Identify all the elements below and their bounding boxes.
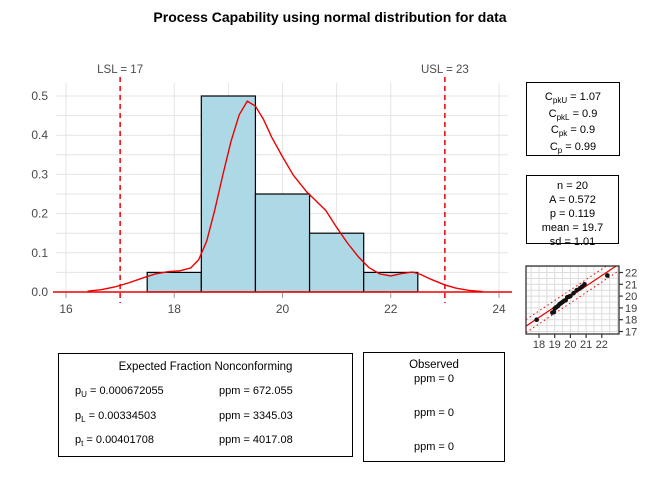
expected-nonconforming-box: Expected Fraction Nonconforming pU = 0.0… <box>58 353 353 457</box>
ppm-value: ppm = 3345.03 <box>219 410 293 422</box>
p-value: pL = 0.00334503 <box>75 410 157 425</box>
summary-line: mean = 19.7 <box>541 222 604 234</box>
chart-title: Process Capability using normal distribu… <box>153 9 507 25</box>
ppm-value: ppm = 4017.08 <box>219 434 293 446</box>
qq-y-tick-label: 19 <box>625 303 637 315</box>
cpk-line: CpkU = 1.07 <box>544 91 602 106</box>
qq-plot-area <box>526 266 619 334</box>
summary-line: p = 0.119 <box>549 208 596 220</box>
x-tick-label: 20 <box>276 302 290 316</box>
cpk-line: Cpk = 0.9 <box>550 124 596 139</box>
cpk-line: CpkL = 0.9 <box>548 107 598 122</box>
histogram-bar <box>254 193 311 293</box>
main-chart: LSL = 17 USL = 23 16 18 20 22 24 0.0 0.1 0.2 0.3 0.… <box>31 64 512 316</box>
y-tick-label: 0.2 <box>31 207 48 221</box>
qq-point <box>571 290 576 296</box>
observed-row: ppm = 0 <box>413 441 455 453</box>
qq-box-border <box>525 265 620 335</box>
qq-x-tick-label: 18 <box>533 339 545 351</box>
qq-point <box>568 293 573 299</box>
qq-band-line <box>526 270 619 334</box>
x-tick-label: 16 <box>59 302 73 316</box>
qq-point <box>551 309 557 315</box>
histogram-bar <box>146 271 202 293</box>
qq-x-tick-label: 21 <box>580 339 592 351</box>
x-tick-label: 22 <box>384 302 398 316</box>
observed-box: Observed ppm = 0 ppm = 0 ppm = 0 <box>363 352 505 462</box>
qq-x-tick-label: 22 <box>596 339 608 351</box>
ppm-value: ppm = 672.055 <box>219 385 293 397</box>
histogram-bar <box>308 232 365 293</box>
summary-line: sd = 1.01 <box>549 236 596 248</box>
y-tick-label: 0.4 <box>31 128 48 142</box>
qq-x-tick-label: 19 <box>549 339 561 351</box>
qq-y-tick-label: 21 <box>625 279 637 291</box>
summary-line: A = 0.572 <box>549 194 596 206</box>
y-tick-label: 0.0 <box>31 285 48 299</box>
y-tick-label: 0.5 <box>31 89 48 103</box>
x-tick-label: 24 <box>492 302 506 316</box>
qq-point <box>534 317 539 322</box>
x-tick-label: 18 <box>168 302 182 316</box>
y-tick-label: 0.1 <box>31 246 48 260</box>
p-value: pU = 0.000672055 <box>75 385 164 400</box>
qq-y-tick-label: 18 <box>625 315 637 327</box>
summary-box: n = 20 A = 0.572 p = 0.119 mean = 19.7 s… <box>526 175 619 248</box>
qq-point <box>604 273 610 278</box>
observed-box-title: Observed <box>409 359 459 371</box>
histogram-bar <box>200 95 257 293</box>
observed-row: ppm = 0 <box>413 373 455 385</box>
summary-line: n = 20 <box>557 180 588 192</box>
density-curve <box>87 100 483 293</box>
cpk-line: Cp = 0.99 <box>549 140 597 155</box>
p-value: pt = 0.00401708 <box>75 434 155 449</box>
observed-row: ppm = 0 <box>413 407 455 419</box>
qq-y-tick-label: 22 <box>625 268 637 280</box>
qq-y-tick-label: 20 <box>625 291 637 303</box>
lsl-label: LSL = 17 <box>97 64 143 76</box>
qq-point <box>582 282 587 287</box>
usl-label: USL = 23 <box>421 64 469 76</box>
qq-y-tick-label: 17 <box>625 327 637 339</box>
qq-x-tick-label: 20 <box>564 339 576 351</box>
capability-box: CpkU = 1.07 CpkL = 0.9 Cpk = 0.9 Cp = 0.… <box>526 82 620 156</box>
qq-band-line <box>526 266 608 321</box>
y-tick-label: 0.3 <box>31 167 48 181</box>
expected-box-title: Expected Fraction Nonconforming <box>118 361 293 373</box>
